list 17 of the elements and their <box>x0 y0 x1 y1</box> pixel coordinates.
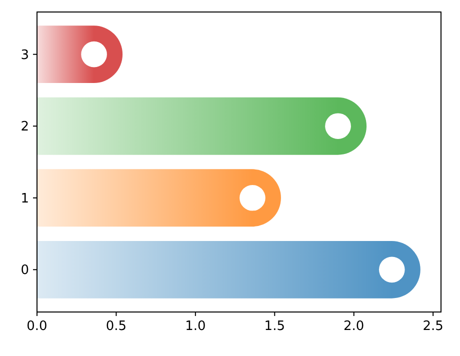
x-tick-label: 0.5 <box>106 319 127 334</box>
point <box>240 184 266 211</box>
x-tick-label: 2.5 <box>422 319 444 334</box>
y-tick-label: 0 <box>20 263 29 278</box>
x-tick-label: 1.5 <box>264 319 285 334</box>
bar <box>37 240 420 298</box>
y-tick-label: 1 <box>20 191 29 206</box>
x-tick-label: 0.0 <box>26 319 48 334</box>
point <box>378 256 405 283</box>
x-tick-label: 1.0 <box>185 319 206 334</box>
bar <box>37 97 366 155</box>
y-tick-label: 2 <box>20 120 29 135</box>
x-tick-label: 2.0 <box>344 319 364 334</box>
bar <box>37 169 281 227</box>
point <box>81 41 107 68</box>
y-tick-label: 3 <box>20 48 29 63</box>
point <box>325 113 351 140</box>
